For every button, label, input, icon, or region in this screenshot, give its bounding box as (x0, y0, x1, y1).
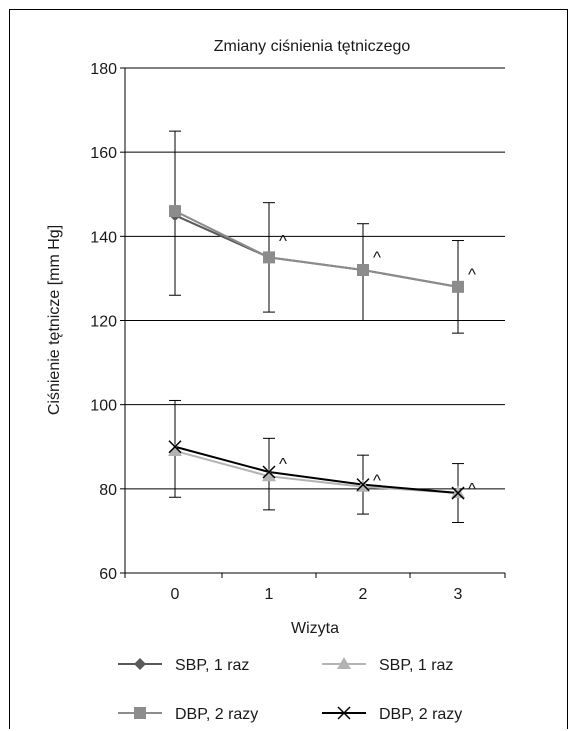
legend: SBP, 1 raz SBP, 1 raz DBP, 2 razy DBP, 2 ra… (118, 657, 462, 723)
y-tick-label: 100 (90, 398, 117, 415)
series-line (174, 449, 459, 495)
significance-marker: ^ (468, 265, 476, 284)
annotations: ^ ^ ^ ^ ^ ^ (279, 231, 476, 498)
legend-label: DBP, 2 razy (379, 706, 462, 723)
legend-label: DBP, 2 razy (175, 706, 258, 723)
y-tick-label: 140 (90, 229, 117, 246)
series-markers (168, 205, 465, 500)
series-lines (174, 210, 459, 495)
significance-marker: ^ (373, 248, 381, 267)
significance-marker: ^ (279, 454, 287, 473)
x-marker-stroke (262, 465, 276, 479)
legend-label: SBP, 1 raz (379, 657, 453, 674)
triangle-marker (168, 443, 182, 456)
chart-frame (9, 9, 568, 729)
x-tick-label: 0 (171, 586, 180, 603)
y-tick-label: 80 (99, 482, 117, 499)
x-tick-label: 2 (359, 586, 368, 603)
x-marker-stroke (356, 478, 370, 492)
y-tick-label: 160 (90, 145, 117, 162)
square-marker (169, 205, 181, 218)
x-tick-label: 3 (454, 586, 463, 603)
legend-label: SBP, 1 raz (175, 657, 249, 674)
x-marker-stroke (168, 440, 182, 454)
series-line (174, 445, 459, 495)
y-tick-label: 60 (99, 566, 117, 583)
significance-marker: ^ (279, 231, 287, 250)
chart-title: Zmiany ciśnienia tętniczego (214, 38, 411, 55)
significance-marker: ^ (468, 480, 476, 499)
error-bars (169, 130, 464, 523)
square-marker (134, 707, 146, 719)
series-line (174, 210, 459, 288)
x-axis-label: Wizyta (291, 620, 339, 637)
y-axis-label: Ciśnienie tętnicze [mm Hg] (46, 225, 63, 415)
x-marker-stroke (451, 486, 465, 500)
y-tick-label: 120 (90, 314, 117, 331)
square-marker (263, 251, 275, 264)
diamond-marker (134, 658, 146, 670)
square-marker (452, 280, 464, 293)
square-marker (357, 264, 369, 276)
axes: 60 80 100 120 140 160 180 0 1 2 3 (90, 61, 506, 603)
x-marker-stroke (337, 706, 351, 720)
triangle-marker (262, 469, 276, 482)
x-tick-label: 1 (265, 586, 274, 603)
gridlines (125, 67, 505, 490)
triangle-marker (337, 657, 351, 669)
significance-marker: ^ (373, 471, 381, 490)
series-line (174, 214, 459, 288)
y-tick-label: 180 (90, 61, 117, 78)
